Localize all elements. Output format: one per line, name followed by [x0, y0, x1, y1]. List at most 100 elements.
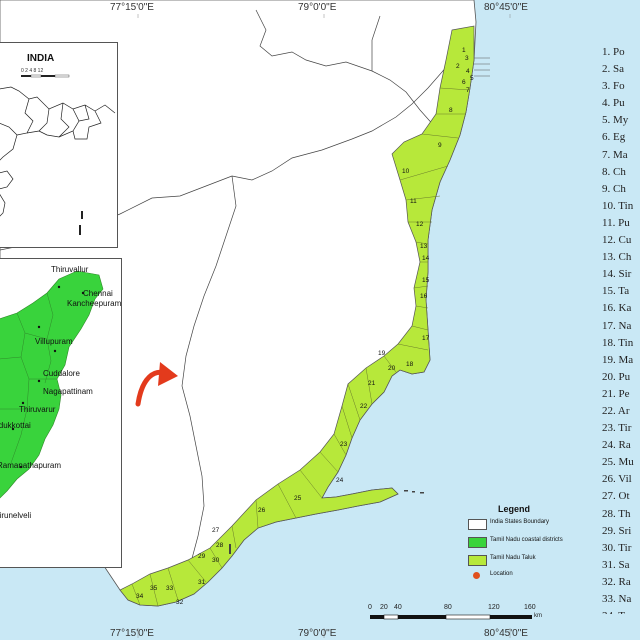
taluk-number: 26: [258, 507, 266, 514]
taluk-list-item: 33. Na: [602, 593, 632, 605]
taluk-list-item: 6. Eg: [602, 131, 626, 144]
longitude-label-bottom-1: 77°15'0"E: [110, 628, 154, 639]
scale-bar-graphic: [370, 614, 532, 620]
taluk-list-item: 14. Sir: [602, 268, 632, 281]
india-outline: [0, 86, 116, 235]
scale-tick: 120: [488, 604, 500, 611]
legend-label: Tamil Nadu coastal districts: [490, 537, 563, 543]
india-inset-scale-text: 0 2 4 8 12: [21, 68, 44, 74]
legend-item-coastal-districts: Tamil Nadu coastal districts: [468, 536, 594, 548]
taluk-list-item: 24. Ra: [602, 439, 631, 452]
taluk-number: 20: [388, 365, 396, 372]
taluk-number: 11: [410, 198, 417, 205]
india-inset-title: INDIA: [27, 53, 55, 64]
coastal-districts-shape: [0, 270, 104, 499]
taluk-number: 15: [422, 277, 430, 284]
taluk-list-item: 3. Fo: [602, 80, 625, 93]
scale-tick: 0: [368, 604, 372, 611]
taluk-number: 9: [438, 142, 442, 149]
city-label-pudukkottai: Pudukkottai: [0, 421, 31, 430]
taluk-number: 31: [198, 579, 206, 586]
legend-title: Legend: [498, 504, 531, 514]
taluk-number: 23: [340, 441, 348, 448]
city-label-thiruvarur: Thiruvarur: [19, 405, 56, 414]
taluk-number: 21: [368, 380, 376, 387]
city-label-ramanathapuram: Ramanathapuram: [0, 461, 62, 470]
taluk-list-item: 20. Pu: [602, 370, 631, 383]
scale-tick: 160: [524, 604, 536, 611]
legend-label: Tamil Nadu Taluk: [490, 555, 536, 561]
taluk-number: 13: [420, 243, 428, 250]
taluk-list-item: 21. Pe: [602, 387, 630, 400]
taluk-list-item: 28. Th: [602, 507, 631, 520]
taluk-number: 16: [420, 293, 428, 300]
legend-item-taluk: Tamil Nadu Taluk: [468, 554, 594, 566]
taluk-number: 1: [462, 47, 466, 54]
taluk-divisions: [131, 87, 471, 607]
taluk-number: 28: [216, 542, 224, 549]
legend-label: Location: [490, 571, 513, 577]
taluk-number: 14: [422, 255, 430, 262]
longitude-label-bottom-3: 80°45'0"E: [484, 628, 528, 639]
taluk-list-item: 7. Ma: [602, 148, 628, 161]
taluk-list-item: 16. Ka: [602, 302, 632, 315]
taluk-number: 8: [449, 107, 453, 114]
longitude-label-top-2: 79°0'0"E: [298, 2, 337, 13]
taluk-number: 10: [402, 168, 410, 175]
taluk-list-item: 32. Ra: [602, 575, 631, 588]
taluk-number: 6: [462, 79, 466, 86]
taluk-number: 25: [294, 495, 302, 502]
taluk-number: 34: [136, 593, 144, 600]
city-label-tirunelveli: Tirunelveli: [0, 511, 32, 520]
taluk-number: 3: [465, 55, 469, 62]
taluk-list-item: 27. Ot: [602, 490, 630, 503]
taluk-number: 33: [166, 585, 174, 592]
taluk-list-item: 2. Sa: [602, 63, 624, 76]
longitude-label-top-1: 77°15'0"E: [110, 2, 154, 13]
taluk-list-item: 4. Pu: [602, 97, 625, 110]
scale-tick: 20: [380, 604, 388, 611]
taluk-list-item: 26. Vil: [602, 473, 632, 486]
taluk-number: 27: [212, 527, 220, 534]
taluk-number: 4: [466, 68, 470, 75]
india-inset-map: INDIA 0 2 4 8 12: [0, 42, 118, 248]
taluk-list-item: 1. Po: [602, 46, 625, 58]
taluk-number: 12: [416, 221, 424, 228]
city-label-villupuram: Villupuram: [35, 337, 73, 346]
taluk-number: 22: [360, 403, 368, 410]
taluk-number: 24: [336, 477, 344, 484]
scale-tick: 80: [444, 604, 452, 611]
longitude-label-bottom-2: 79°0'0"E: [298, 628, 337, 639]
taluk-number: 29: [198, 553, 206, 560]
taluk-number: 7: [466, 87, 470, 94]
taluk-list-item: 10. Tin: [602, 199, 634, 212]
legend-swatch: [468, 537, 487, 548]
tamil-nadu-inset-map: Thiruvallur Chennai Kancheepuram Villupu…: [0, 258, 122, 568]
port-lines: [474, 57, 490, 77]
map-legend: Legend India States Boundary Tamil Nadu …: [466, 502, 594, 582]
city-label-chennai: Chennai: [83, 289, 113, 298]
arrow: [135, 362, 178, 407]
city-label-kancheepuram: Kancheepuram: [67, 299, 122, 308]
legend-item-state-boundary: India States Boundary: [468, 518, 594, 530]
taluk-list-item: 11. Pu: [602, 216, 630, 229]
taluk-list-item: 15. Ta: [602, 285, 630, 298]
taluk-number: 2: [456, 63, 460, 70]
taluk-list-item: 34. Ta: [602, 608, 640, 614]
scale-tick: 40: [394, 604, 402, 611]
taluk-list-item: 29. Sri: [602, 524, 632, 537]
taluk-number: 5: [470, 75, 474, 82]
taluk-list-item: 31. Sa: [602, 558, 630, 571]
taluk-list-item: 13. Ch: [602, 251, 632, 264]
graticule-ticks: [137, 14, 511, 638]
taluk-list: 1. Po 2. Sa 3. Fo 4. Pu 5. My 6. Eg 7. M…: [602, 44, 640, 614]
coastal-islands: [229, 490, 424, 554]
taluk-list-item: 17. Na: [602, 319, 632, 332]
longitude-label-top-3: 80°45'0"E: [484, 2, 528, 13]
scale-unit: km: [534, 613, 542, 619]
scale-bar: 0 20 40 80 120 160 km: [368, 604, 548, 624]
city-label-cuddalore: Cuddalore: [43, 369, 80, 378]
taluk-list-item: 8. Ch: [602, 165, 626, 178]
taluk-list-item: 25. Mu: [602, 456, 634, 469]
taluk-number: 18: [406, 361, 414, 368]
